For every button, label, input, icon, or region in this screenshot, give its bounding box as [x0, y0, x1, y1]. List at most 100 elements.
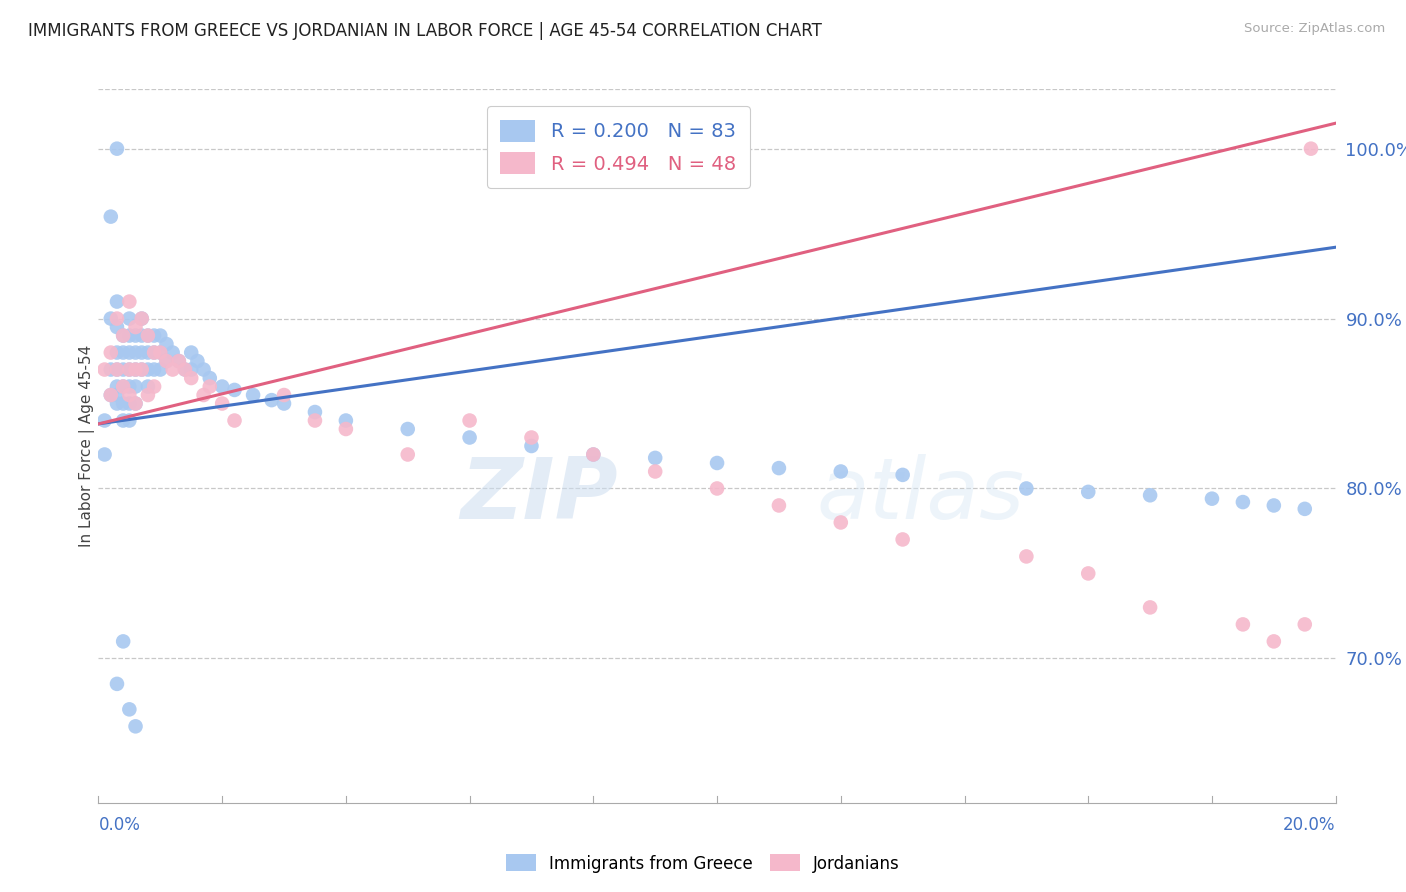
Point: [124, 328, 146, 343]
Point: [112, 634, 135, 648]
Point: [582, 448, 605, 462]
Point: [118, 702, 141, 716]
Point: [706, 482, 728, 496]
Point: [118, 413, 141, 427]
Point: [149, 362, 172, 376]
Legend: R = 0.200   N = 83, R = 0.494   N = 48: R = 0.200 N = 83, R = 0.494 N = 48: [486, 106, 749, 188]
Point: [112, 379, 135, 393]
Point: [118, 345, 141, 359]
Point: [891, 467, 914, 482]
Point: [174, 362, 197, 376]
Point: [118, 294, 141, 309]
Point: [105, 311, 128, 326]
Point: [143, 362, 166, 376]
Point: [100, 311, 122, 326]
Text: 20.0%: 20.0%: [1284, 816, 1336, 834]
Point: [830, 516, 852, 530]
Point: [768, 461, 790, 475]
Point: [335, 422, 357, 436]
Point: [1263, 634, 1285, 648]
Point: [304, 413, 326, 427]
Point: [112, 328, 135, 343]
Point: [396, 422, 419, 436]
Point: [582, 448, 605, 462]
Point: [1015, 549, 1038, 564]
Text: 0.0%: 0.0%: [98, 816, 141, 834]
Point: [118, 328, 141, 343]
Point: [124, 320, 146, 334]
Point: [93, 413, 115, 427]
Point: [131, 328, 153, 343]
Point: [131, 362, 153, 376]
Point: [706, 456, 728, 470]
Point: [149, 345, 172, 359]
Point: [100, 210, 122, 224]
Point: [100, 345, 122, 359]
Point: [105, 379, 128, 393]
Point: [242, 388, 264, 402]
Point: [167, 354, 190, 368]
Point: [458, 413, 481, 427]
Point: [100, 362, 122, 376]
Point: [273, 388, 295, 402]
Point: [211, 379, 233, 393]
Point: [520, 439, 543, 453]
Text: IMMIGRANTS FROM GREECE VS JORDANIAN IN LABOR FORCE | AGE 45-54 CORRELATION CHART: IMMIGRANTS FROM GREECE VS JORDANIAN IN L…: [28, 22, 823, 40]
Point: [118, 362, 141, 376]
Point: [118, 388, 141, 402]
Point: [136, 362, 159, 376]
Point: [143, 379, 166, 393]
Point: [105, 320, 128, 334]
Point: [193, 362, 215, 376]
Point: [891, 533, 914, 547]
Point: [224, 413, 246, 427]
Text: atlas: atlas: [815, 454, 1024, 538]
Point: [112, 413, 135, 427]
Point: [93, 448, 115, 462]
Point: [155, 354, 177, 368]
Point: [162, 362, 184, 376]
Point: [112, 379, 135, 393]
Point: [118, 362, 141, 376]
Point: [105, 142, 128, 156]
Point: [830, 465, 852, 479]
Point: [105, 677, 128, 691]
Point: [304, 405, 326, 419]
Point: [180, 362, 202, 376]
Point: [1294, 501, 1316, 516]
Point: [458, 430, 481, 444]
Point: [112, 345, 135, 359]
Point: [198, 379, 221, 393]
Point: [124, 719, 146, 733]
Point: [273, 396, 295, 410]
Point: [136, 328, 159, 343]
Point: [180, 345, 202, 359]
Point: [174, 362, 197, 376]
Point: [155, 354, 177, 368]
Point: [136, 328, 159, 343]
Point: [124, 396, 146, 410]
Point: [768, 499, 790, 513]
Point: [131, 311, 153, 326]
Text: Source: ZipAtlas.com: Source: ZipAtlas.com: [1244, 22, 1385, 36]
Point: [136, 379, 159, 393]
Point: [224, 383, 246, 397]
Point: [136, 388, 159, 402]
Point: [335, 413, 357, 427]
Point: [1139, 600, 1161, 615]
Point: [100, 388, 122, 402]
Point: [100, 388, 122, 402]
Point: [112, 362, 135, 376]
Point: [118, 311, 141, 326]
Point: [93, 362, 115, 376]
Point: [105, 362, 128, 376]
Point: [143, 345, 166, 359]
Point: [105, 362, 128, 376]
Point: [149, 328, 172, 343]
Point: [149, 345, 172, 359]
Point: [131, 345, 153, 359]
Point: [118, 379, 141, 393]
Point: [1201, 491, 1223, 506]
Point: [211, 396, 233, 410]
Point: [1294, 617, 1316, 632]
